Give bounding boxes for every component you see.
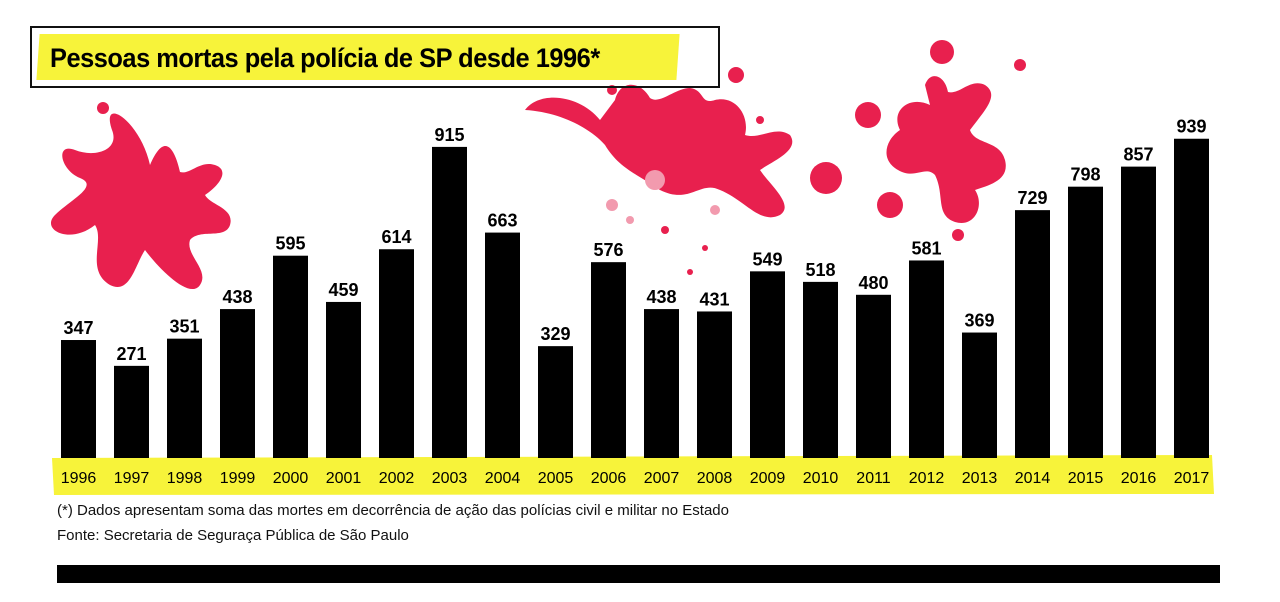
bar-1999 bbox=[220, 309, 255, 458]
x-tick-label-2010: 2010 bbox=[803, 470, 839, 487]
title-frame bbox=[30, 26, 720, 88]
data-label-2016: 857 bbox=[1123, 145, 1153, 165]
x-tick-label-2012: 2012 bbox=[909, 470, 945, 487]
footnote-note: (*) Dados apresentam soma das mortes em … bbox=[57, 502, 729, 519]
data-label-2017: 939 bbox=[1176, 117, 1206, 137]
x-tick-label-2006: 2006 bbox=[591, 470, 627, 487]
data-label-1996: 347 bbox=[63, 318, 93, 338]
x-tick-label-2004: 2004 bbox=[485, 470, 521, 487]
data-label-2012: 581 bbox=[911, 238, 941, 258]
bar-2013 bbox=[962, 332, 997, 458]
data-label-2008: 431 bbox=[699, 289, 729, 309]
bar-2008 bbox=[697, 311, 732, 458]
x-tick-label-2015: 2015 bbox=[1068, 470, 1104, 487]
chart-title: Pessoas mortas pela polícia de SP desde … bbox=[50, 43, 600, 73]
bottom-bar bbox=[57, 565, 1220, 583]
data-label-2007: 438 bbox=[646, 287, 676, 307]
x-tick-label-2001: 2001 bbox=[326, 470, 362, 487]
bar-2016 bbox=[1121, 166, 1156, 458]
bar-2006 bbox=[591, 262, 626, 458]
x-tick-label-2017: 2017 bbox=[1174, 470, 1210, 487]
data-label-1998: 351 bbox=[169, 317, 199, 337]
bar-2009 bbox=[750, 271, 785, 458]
data-label-2002: 614 bbox=[381, 227, 411, 247]
bar-2012 bbox=[909, 260, 944, 458]
x-tick-label-2002: 2002 bbox=[379, 470, 415, 487]
splatter-middle bbox=[525, 67, 793, 275]
x-tick-label-2016: 2016 bbox=[1121, 470, 1157, 487]
data-label-2010: 518 bbox=[805, 260, 835, 280]
x-tick-label-2003: 2003 bbox=[432, 470, 468, 487]
bar-2011 bbox=[856, 294, 891, 458]
bar-1998 bbox=[167, 338, 202, 458]
bar-2017 bbox=[1174, 138, 1209, 459]
x-tick-label-2000: 2000 bbox=[273, 470, 309, 487]
bar-2014 bbox=[1015, 210, 1050, 458]
bar-2015 bbox=[1068, 186, 1103, 458]
bar-2010 bbox=[803, 281, 838, 458]
splatter-right bbox=[810, 40, 1026, 241]
x-tick-label-1999: 1999 bbox=[220, 470, 256, 487]
footnote-source: Fonte: Secretaria de Seguraça Pública de… bbox=[57, 527, 409, 544]
bar-1996 bbox=[61, 340, 96, 458]
x-tick-label-1996: 1996 bbox=[61, 470, 97, 487]
bar-2001 bbox=[326, 301, 361, 458]
bar-2004 bbox=[485, 232, 520, 458]
x-tick-label-2013: 2013 bbox=[962, 470, 998, 487]
data-label-2009: 549 bbox=[752, 249, 782, 269]
x-tick-label-2014: 2014 bbox=[1015, 470, 1051, 487]
bar-2000 bbox=[273, 255, 308, 458]
x-tick-label-2009: 2009 bbox=[750, 470, 786, 487]
splatter-middle-light bbox=[606, 170, 720, 224]
bar-2005 bbox=[538, 346, 573, 458]
x-tick-label-1998: 1998 bbox=[167, 470, 203, 487]
x-tick-label-2007: 2007 bbox=[644, 470, 680, 487]
data-label-2014: 729 bbox=[1017, 188, 1047, 208]
bar-2007 bbox=[644, 309, 679, 458]
bar-2003 bbox=[432, 146, 467, 458]
data-label-2015: 798 bbox=[1070, 165, 1100, 185]
data-label-2005: 329 bbox=[540, 324, 570, 344]
data-label-2013: 369 bbox=[964, 311, 994, 331]
data-label-2000: 595 bbox=[275, 234, 305, 254]
splatter-left bbox=[50, 102, 231, 290]
x-axis-highlight bbox=[52, 455, 1214, 495]
data-label-2011: 480 bbox=[858, 273, 888, 293]
data-label-2003: 915 bbox=[434, 125, 464, 145]
x-tick-label-2005: 2005 bbox=[538, 470, 574, 487]
x-tick-label-2008: 2008 bbox=[697, 470, 733, 487]
data-label-2006: 576 bbox=[593, 240, 623, 260]
data-label-2004: 663 bbox=[487, 211, 517, 231]
data-label-1999: 438 bbox=[222, 287, 252, 307]
bar-1997 bbox=[114, 365, 149, 458]
x-tick-label-1997: 1997 bbox=[114, 470, 150, 487]
x-tick-label-2011: 2011 bbox=[856, 470, 891, 487]
data-label-2001: 459 bbox=[328, 280, 358, 300]
data-label-1997: 271 bbox=[116, 344, 146, 364]
bar-2002 bbox=[379, 249, 414, 458]
